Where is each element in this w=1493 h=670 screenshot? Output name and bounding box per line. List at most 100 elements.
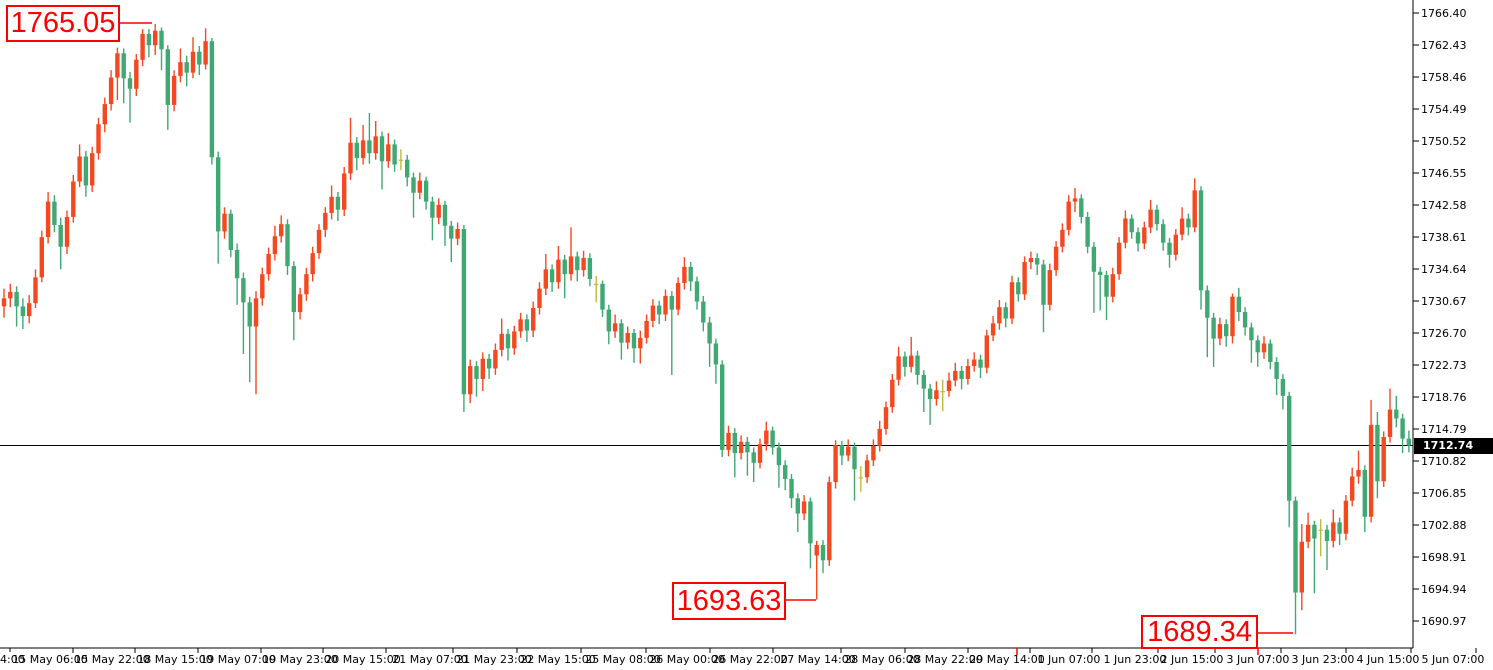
candle-body xyxy=(713,343,719,365)
candle-body xyxy=(360,140,366,159)
candle-body xyxy=(310,253,315,275)
x-axis-label: 20 May 15:00 xyxy=(325,653,400,666)
candle-body xyxy=(121,53,126,79)
x-axis-label: 21 May 23:00 xyxy=(456,653,531,666)
high-price-annotation: 1765.05 xyxy=(6,5,120,42)
candle-body xyxy=(45,201,51,238)
candle-body xyxy=(253,298,259,327)
y-axis-label: 1730.67 xyxy=(1421,295,1467,308)
candle-body xyxy=(14,291,19,307)
candle-body xyxy=(531,308,536,331)
candle-body xyxy=(159,30,164,50)
x-axis-label: 19 May 23:00 xyxy=(262,653,337,666)
y-axis-label: 1718.76 xyxy=(1421,391,1467,404)
candle-body xyxy=(990,323,996,336)
candle-body xyxy=(1249,327,1254,341)
candle-body xyxy=(1047,270,1052,305)
candle-body xyxy=(102,104,107,125)
candle-body xyxy=(927,388,933,400)
candle-body xyxy=(1186,218,1191,228)
candle-body xyxy=(1116,242,1122,275)
candle-body xyxy=(1129,218,1134,233)
candle-body xyxy=(581,258,586,271)
candle-body xyxy=(493,349,498,369)
y-axis-label: 1722.73 xyxy=(1421,359,1467,372)
x-axis-label: 26 May 00:00 xyxy=(649,653,724,666)
candle-body xyxy=(568,256,574,275)
candle-body xyxy=(165,49,170,105)
candle-body xyxy=(386,144,391,162)
candle-body xyxy=(417,180,422,193)
candle-body xyxy=(329,196,334,213)
candle-body xyxy=(619,323,624,343)
candle-body xyxy=(801,501,807,514)
candle-body xyxy=(537,288,542,309)
candle-body xyxy=(1368,424,1374,517)
candle-body xyxy=(972,359,977,367)
candle-body xyxy=(285,224,290,267)
x-axis-label: 28 May 06:00 xyxy=(844,653,919,666)
candle-body xyxy=(745,441,750,453)
y-axis-label: 1698.91 xyxy=(1421,551,1467,564)
candle-body xyxy=(587,258,593,279)
candle-body xyxy=(342,173,347,210)
candle-body xyxy=(864,460,870,478)
candle-body xyxy=(297,294,303,313)
candle-body xyxy=(272,236,278,255)
candle-body xyxy=(430,201,435,218)
candle-body xyxy=(228,213,233,250)
candle-body xyxy=(480,358,485,379)
candle-body xyxy=(197,51,202,65)
x-axis-label: 3 Jun 23:00 xyxy=(1292,653,1355,666)
candle-body xyxy=(140,33,145,60)
candle-body xyxy=(1274,362,1279,379)
candle-body xyxy=(1343,500,1349,534)
y-axis-label: 1710.82 xyxy=(1421,455,1467,468)
candle-body xyxy=(1400,418,1405,439)
candle-body xyxy=(1261,343,1267,353)
candle-body xyxy=(354,142,359,159)
x-axis-label: 1 Jun 07:00 xyxy=(1038,653,1101,666)
candle-body xyxy=(726,432,731,450)
candle-body xyxy=(1299,541,1304,593)
candle-body xyxy=(1337,522,1342,534)
candle-body xyxy=(449,225,454,239)
candle-body xyxy=(499,333,504,350)
candle-body xyxy=(707,322,712,344)
candle-body xyxy=(266,254,271,275)
candle-body xyxy=(1312,524,1317,539)
candle-body xyxy=(1009,282,1015,319)
y-axis-label: 1714.79 xyxy=(1421,423,1467,436)
candle-body xyxy=(279,224,284,237)
candle-body xyxy=(934,390,939,400)
candle-body xyxy=(33,277,38,304)
x-axis-label-partial: 4:00 xyxy=(0,653,25,666)
candle-body xyxy=(423,180,429,202)
candle-body xyxy=(1356,470,1361,477)
x-axis-label: 25 May 08:00 xyxy=(585,653,660,666)
candle-body xyxy=(39,237,44,278)
candle-body xyxy=(909,355,914,367)
candle-body xyxy=(871,445,876,461)
candle-body xyxy=(965,366,971,379)
candle-body xyxy=(461,229,467,395)
candle-body xyxy=(153,30,158,46)
candle-body xyxy=(1381,436,1386,482)
candle-body xyxy=(946,380,952,392)
candle-body xyxy=(827,482,832,561)
candle-body xyxy=(1161,224,1166,243)
candle-body xyxy=(1224,324,1229,337)
candle-body xyxy=(1324,529,1330,541)
candle-body xyxy=(1350,476,1355,501)
y-axis-label: 1690.97 xyxy=(1421,615,1467,628)
candle-body xyxy=(373,136,378,154)
candle-body xyxy=(468,366,473,395)
candle-body xyxy=(178,62,183,76)
candle-body xyxy=(1142,227,1147,244)
candle-body xyxy=(764,430,769,445)
candle-body xyxy=(1110,274,1115,297)
x-axis-label: 18 May 15:00 xyxy=(137,653,212,666)
candle-body xyxy=(1154,209,1160,225)
candle-body xyxy=(890,379,895,408)
candle-body xyxy=(505,333,511,349)
